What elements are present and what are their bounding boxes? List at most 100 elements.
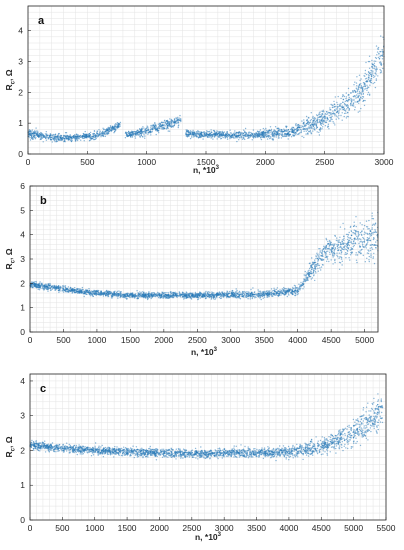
data-point: [264, 129, 266, 131]
data-point: [177, 125, 179, 127]
data-point: [364, 246, 366, 248]
data-point: [314, 118, 317, 120]
data-point: [331, 244, 333, 246]
data-point: [265, 127, 267, 130]
data-point: [157, 123, 160, 125]
data-point: [107, 130, 109, 132]
data-point: [341, 119, 343, 121]
data-point: [366, 89, 368, 92]
data-point: [370, 255, 372, 257]
data-point: [337, 95, 339, 98]
data-point: [284, 135, 286, 138]
data-point: [294, 294, 297, 297]
data-point: [354, 234, 357, 236]
data-point: [168, 294, 170, 297]
data-point: [321, 122, 323, 125]
data-point: [334, 124, 336, 126]
data-point: [143, 291, 145, 293]
data-point: [61, 139, 63, 141]
data-point: [137, 295, 140, 297]
data-point: [310, 126, 312, 128]
data-point: [365, 61, 367, 64]
data-point: [260, 133, 262, 135]
data-point: [167, 291, 169, 294]
data-point: [29, 139, 32, 141]
data-point: [139, 294, 141, 297]
data-point: [321, 112, 324, 115]
data-point: [314, 129, 316, 131]
data-point: [243, 295, 245, 297]
data-point: [311, 266, 313, 269]
data-point: [271, 132, 273, 135]
data-point: [273, 136, 276, 138]
data-point: [328, 247, 331, 249]
data-point: [226, 133, 228, 135]
data-point: [375, 66, 378, 68]
data-point: [318, 131, 320, 134]
data-point: [300, 129, 303, 131]
data-point: [49, 134, 51, 137]
data-point: [71, 139, 74, 141]
data-point: [247, 294, 250, 297]
data-point: [366, 257, 368, 259]
data-point: [309, 124, 312, 126]
data-point: [257, 135, 259, 137]
data-point: [301, 135, 303, 138]
data-point: [115, 123, 117, 125]
data-point: [318, 116, 320, 119]
data-point: [210, 131, 212, 134]
data-point: [146, 125, 148, 127]
data-point: [322, 126, 324, 128]
data-point: [371, 217, 373, 220]
data-point: [94, 289, 96, 292]
data-point: [192, 133, 195, 135]
data-point: [346, 115, 348, 118]
data-point: [236, 137, 238, 139]
data-point: [341, 260, 343, 262]
data-point: [79, 288, 82, 290]
data-point: [369, 247, 371, 249]
data-point: [358, 83, 361, 86]
data-point: [54, 134, 56, 136]
data-point: [253, 133, 256, 135]
data-point: [210, 129, 212, 131]
data-point: [301, 125, 303, 127]
data-point: [328, 245, 330, 247]
data-point: [365, 226, 368, 228]
data-point: [326, 119, 328, 122]
data-point: [40, 136, 42, 138]
data-point: [332, 121, 334, 123]
data-point: [116, 125, 119, 128]
data-point: [299, 125, 301, 127]
data-point: [277, 137, 280, 139]
data-point: [351, 238, 353, 241]
data-point: [321, 120, 323, 122]
data-point: [329, 120, 332, 122]
data-point: [240, 293, 242, 295]
data-point: [323, 251, 326, 253]
data-point: [318, 255, 320, 257]
data-point: [74, 134, 76, 136]
data-point: [362, 96, 365, 98]
data-point: [361, 97, 363, 100]
data-point: [161, 125, 164, 127]
data-point: [244, 131, 246, 133]
data-point: [132, 135, 134, 137]
data-point: [170, 121, 173, 123]
data-point: [290, 127, 293, 130]
data-point: [218, 291, 221, 293]
data-point: [303, 119, 305, 121]
data-point: [374, 65, 376, 67]
data-point: [202, 135, 205, 138]
data-point: [375, 244, 377, 246]
data-point: [231, 134, 233, 136]
data-point: [361, 234, 363, 236]
data-point: [238, 139, 240, 141]
data-point: [368, 259, 370, 261]
data-point: [63, 140, 66, 142]
data-point: [54, 138, 57, 140]
data-point: [147, 297, 149, 300]
data-point: [206, 135, 209, 138]
data-point: [138, 131, 140, 133]
data-point: [359, 92, 361, 95]
